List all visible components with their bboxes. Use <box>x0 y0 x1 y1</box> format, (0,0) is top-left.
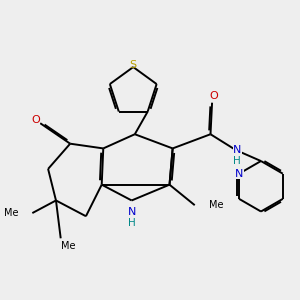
Text: H: H <box>128 218 136 228</box>
Text: N: N <box>233 145 242 155</box>
Text: Me: Me <box>61 241 75 251</box>
Text: O: O <box>209 92 218 101</box>
Text: O: O <box>31 115 40 125</box>
Text: N: N <box>235 169 243 179</box>
Text: Me: Me <box>209 200 224 210</box>
Text: Me: Me <box>4 208 18 218</box>
Text: N: N <box>128 207 136 218</box>
Text: S: S <box>130 61 137 70</box>
Text: H: H <box>233 156 241 166</box>
